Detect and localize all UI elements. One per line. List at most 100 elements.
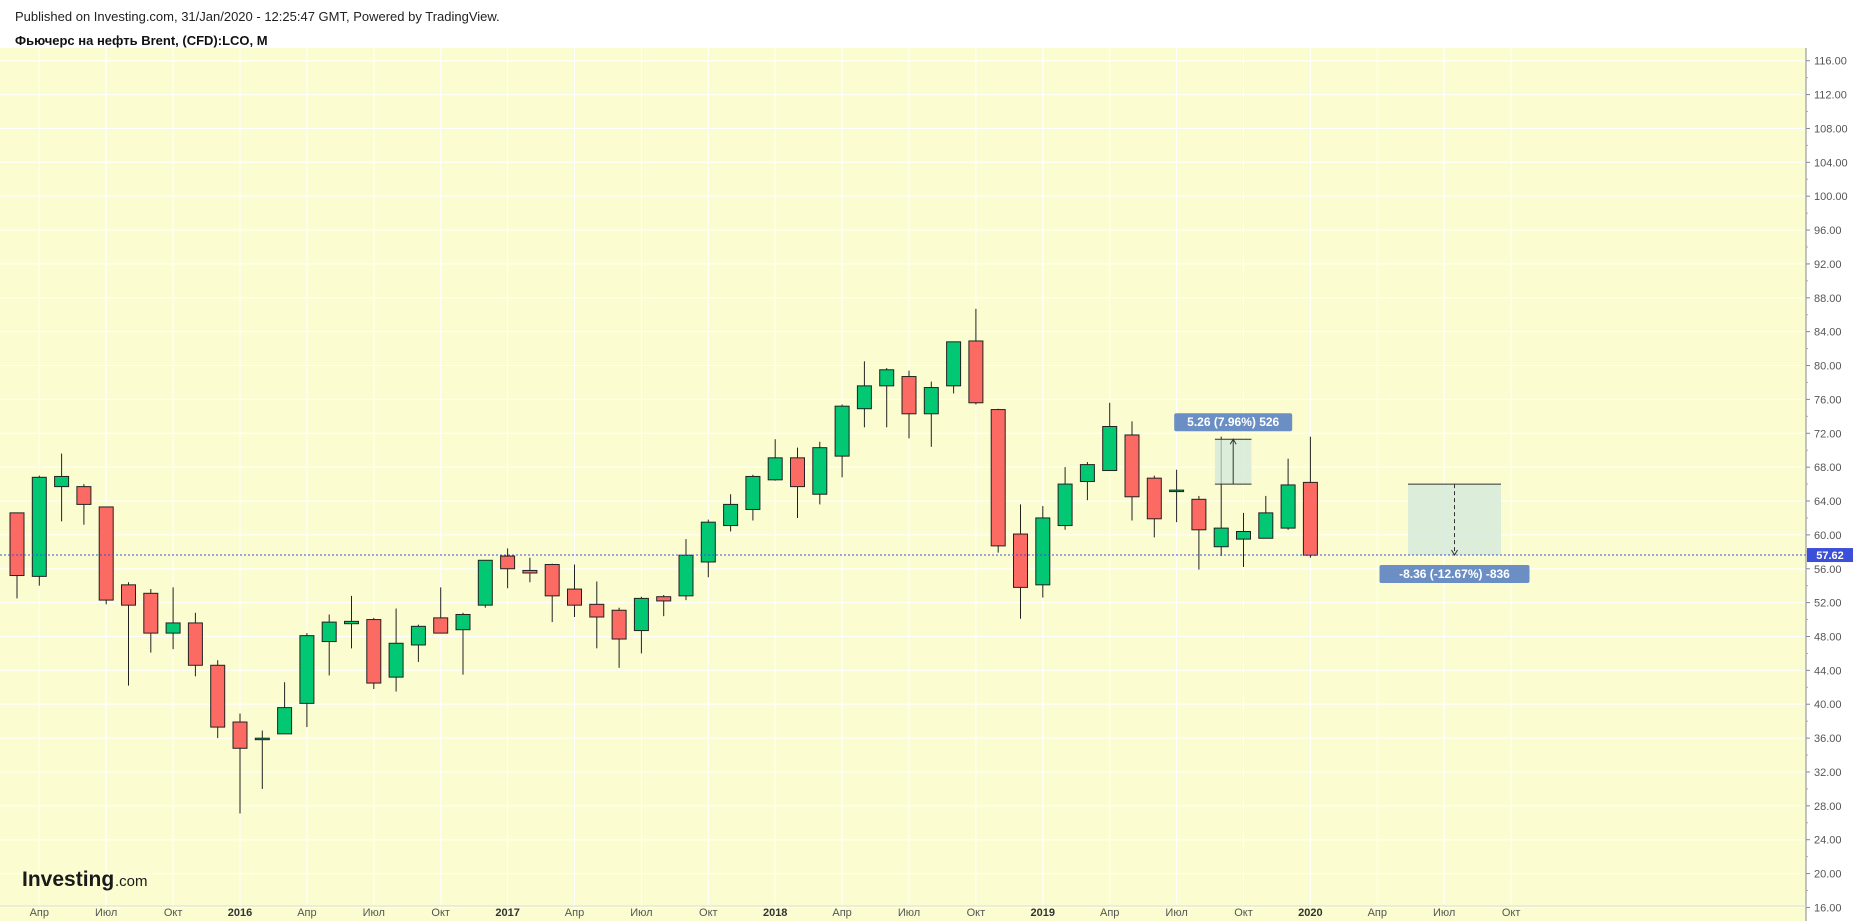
- y-tick-label: 108.00: [1814, 123, 1848, 135]
- y-tick-label: 28.00: [1814, 801, 1842, 813]
- x-tick-label: Окт: [1234, 907, 1253, 919]
- x-tick-label: Июл: [630, 907, 652, 919]
- y-tick-label: 48.00: [1814, 631, 1842, 643]
- candle-up: [923, 387, 939, 415]
- candle-down: [567, 588, 582, 606]
- measure-label-bg: [1379, 565, 1530, 584]
- candle-up: [633, 597, 649, 632]
- candle-up: [455, 613, 471, 631]
- candle-down: [790, 457, 805, 488]
- x-tick-label: Апр: [832, 907, 851, 919]
- candle-up: [299, 635, 315, 704]
- y-tick-label: 44.00: [1814, 665, 1842, 677]
- candle-down: [433, 617, 449, 634]
- candle-down: [522, 569, 538, 574]
- candle-down: [656, 596, 672, 602]
- x-tick-label: Апр: [297, 907, 316, 919]
- chart-title: Фьючерс на нефть Brent, (CFD):LCO, M: [15, 33, 268, 48]
- x-tick-label: Июл: [95, 907, 117, 919]
- candle-down: [589, 603, 605, 618]
- candle-up: [767, 457, 783, 481]
- x-tick-label: 2016: [228, 907, 252, 919]
- candle-up: [1169, 489, 1185, 493]
- y-tick-label: 52.00: [1814, 598, 1842, 610]
- y-tick-label: 36.00: [1814, 733, 1842, 745]
- time-axis[interactable]: Апр Июл Окт 2016 Апр Июл Окт 2017 Апр Июл Окт 2018 А…: [0, 905, 1806, 919]
- y-tick-label: 96.00: [1814, 225, 1842, 237]
- candle-down: [210, 664, 226, 728]
- candle-up: [321, 621, 337, 643]
- candle-up: [1236, 530, 1251, 540]
- x-tick-label: Окт: [164, 907, 183, 919]
- x-tick-label: 2017: [495, 907, 519, 919]
- candle-up: [165, 622, 181, 634]
- x-tick-label: Июл: [1433, 907, 1455, 919]
- y-tick-label: 116.00: [1814, 56, 1847, 68]
- candle-down: [901, 376, 917, 415]
- y-tick-label: 80.00: [1814, 361, 1842, 373]
- candle-up: [856, 385, 872, 410]
- investing-logo: Investing .com: [22, 868, 148, 891]
- candle-up: [477, 559, 493, 606]
- y-tick-label: 84.00: [1814, 327, 1842, 339]
- candle-down: [968, 340, 984, 404]
- x-tick-label: Июл: [1165, 907, 1187, 919]
- measure-arrow-head: [1229, 438, 1237, 445]
- x-tick-label: Окт: [1502, 907, 1521, 919]
- logo-text: Investing: [22, 868, 114, 891]
- measure-label-bg: [1174, 413, 1293, 432]
- candle-up: [812, 447, 828, 495]
- candle-up: [723, 503, 739, 527]
- y-tick-label: 72.00: [1814, 428, 1842, 440]
- candle-up: [745, 475, 761, 510]
- candle-down: [1302, 481, 1318, 556]
- x-tick-label: Июл: [898, 907, 920, 919]
- x-tick-label: 2019: [1031, 907, 1055, 919]
- x-tick-label: Апр: [1368, 907, 1387, 919]
- candle-up: [1213, 527, 1229, 548]
- y-tick-label: 16.00: [1814, 902, 1842, 914]
- y-tick-label: 68.00: [1814, 462, 1842, 474]
- candle-up: [54, 475, 70, 488]
- candle-down: [232, 721, 248, 749]
- candle-down: [500, 555, 516, 570]
- y-tick-label: 56.00: [1814, 564, 1842, 576]
- candle-up: [388, 642, 404, 678]
- candle-down: [990, 409, 1006, 547]
- measure-label-down: -8.36 (-12.67%) -836: [1399, 567, 1510, 581]
- x-tick-label: 2018: [763, 907, 787, 919]
- y-tick-label: 64.00: [1814, 496, 1842, 508]
- candle-down: [1146, 477, 1162, 520]
- current-price-label: 57.62: [1816, 550, 1844, 562]
- candle-down: [1191, 498, 1207, 531]
- y-tick-label: 76.00: [1814, 394, 1842, 406]
- candle-up: [1258, 512, 1274, 539]
- candle-up: [344, 620, 359, 625]
- candle-up: [1079, 464, 1095, 483]
- candle-up: [834, 405, 850, 457]
- y-tick-label: 88.00: [1814, 293, 1842, 305]
- x-tick-label: Апр: [30, 907, 49, 919]
- candle-down: [9, 512, 25, 577]
- candle-down: [121, 584, 136, 606]
- candle-up: [31, 476, 47, 577]
- candle-up: [277, 707, 293, 735]
- price-axis[interactable]: 16.00 20.00 24.00 28.00 32.00 36.00 40.00 44.00…: [1805, 48, 1853, 921]
- candle-up: [1280, 484, 1296, 529]
- y-tick-label: 60.00: [1814, 530, 1842, 542]
- candle-down: [143, 592, 159, 634]
- current-price-badge: [1807, 548, 1853, 563]
- candle-up: [678, 554, 694, 597]
- y-tick-label: 24.00: [1814, 835, 1842, 847]
- x-tick-label: Окт: [431, 907, 450, 919]
- y-tick-label: 112.00: [1814, 90, 1847, 102]
- candle-up: [700, 521, 716, 563]
- candles: [9, 308, 1318, 814]
- grid: [0, 48, 1806, 908]
- logo-suffix: .com: [115, 873, 148, 890]
- x-tick-label: Апр: [565, 907, 584, 919]
- candle-up: [1035, 517, 1051, 586]
- candle-down: [187, 622, 203, 666]
- y-tick-label: 104.00: [1814, 157, 1848, 169]
